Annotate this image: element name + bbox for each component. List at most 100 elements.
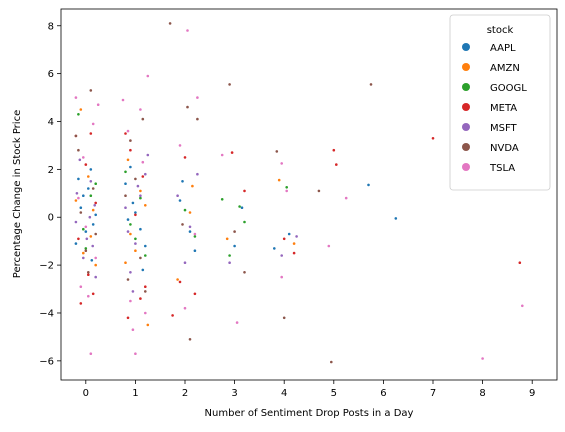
y-tick-label: 4 <box>48 117 54 128</box>
data-point <box>79 108 83 111</box>
data-point <box>89 132 93 135</box>
data-point <box>129 232 132 236</box>
data-point <box>317 189 321 193</box>
data-point <box>178 280 182 284</box>
data-point <box>295 235 298 238</box>
data-point <box>233 230 236 233</box>
data-point <box>94 213 97 217</box>
data-point <box>82 156 85 159</box>
data-point <box>82 194 85 197</box>
data-point <box>90 259 94 262</box>
data-point <box>131 201 135 205</box>
data-point <box>193 292 197 296</box>
legend-item-amzn: AMZN <box>462 63 520 74</box>
data-point <box>183 156 187 159</box>
legend-item-googl: GOOGL <box>462 83 527 94</box>
data-point <box>82 256 85 260</box>
data-point <box>367 183 370 187</box>
x-tick-label: 1 <box>132 388 138 399</box>
data-point <box>481 357 484 360</box>
data-point <box>238 205 241 208</box>
data-point <box>124 261 127 265</box>
data-point <box>139 189 142 193</box>
data-point <box>77 148 80 152</box>
data-point <box>243 271 246 274</box>
data-point <box>144 244 147 248</box>
x-tick-label: 2 <box>182 388 188 399</box>
data-point <box>94 232 97 236</box>
legend-label: NVDA <box>490 143 519 154</box>
legend-title: stock <box>487 25 514 36</box>
data-point <box>126 230 130 233</box>
data-point <box>220 153 224 157</box>
legend-item-nvda: NVDA <box>462 143 519 154</box>
data-point <box>84 163 88 166</box>
data-point <box>181 180 184 183</box>
data-point <box>230 151 234 154</box>
data-point <box>193 235 197 238</box>
data-point <box>74 199 78 202</box>
data-point <box>188 225 192 229</box>
y-tick-label: −6 <box>39 356 54 367</box>
data-point <box>74 242 78 245</box>
data-point <box>141 117 145 121</box>
data-point <box>84 225 88 229</box>
legend-entries: AAPL AMZN GOOGL META MSFT NVDA TSLA <box>462 43 527 174</box>
data-point <box>228 254 231 257</box>
data-point <box>129 271 132 274</box>
data-point <box>196 96 199 99</box>
data-point <box>144 254 147 257</box>
data-point <box>134 213 137 217</box>
plot-frame <box>60 8 558 381</box>
data-point <box>87 271 90 274</box>
legend-marker <box>462 143 470 151</box>
data-point <box>77 196 80 200</box>
y-tick-label: 0 <box>48 213 54 224</box>
legend-label: MSFT <box>490 123 518 134</box>
data-point <box>89 194 93 197</box>
legend-marker <box>462 123 470 131</box>
y-axis-label: Percentage Change in Stock Price <box>12 110 23 278</box>
legend-marker <box>462 63 470 71</box>
legend-marker <box>462 163 470 171</box>
data-point <box>89 180 93 183</box>
x-axis-ticks: 0 1 2 3 4 5 6 7 8 9 <box>83 380 535 399</box>
legend-item-tsla: TSLA <box>462 163 515 174</box>
data-point <box>134 237 137 241</box>
data-point <box>89 235 93 238</box>
data-point <box>129 139 132 142</box>
data-point <box>282 237 286 241</box>
data-point <box>139 196 142 200</box>
data-point <box>79 211 83 214</box>
series-nvda <box>74 22 373 364</box>
data-point <box>188 230 192 233</box>
data-point <box>88 215 92 219</box>
data-point <box>431 137 435 140</box>
legend: stock AAPL AMZN GOOGL META MSFT NVDA TSLA <box>449 14 551 191</box>
data-point <box>77 113 80 116</box>
data-point <box>178 199 182 202</box>
plot-area: 0 1 2 3 4 5 6 7 8 9 −6 −4 −2 0 2 4 6 8 <box>39 8 558 399</box>
x-tick-label: 0 <box>83 388 89 399</box>
series-tsla <box>74 29 524 360</box>
data-point <box>74 220 78 224</box>
data-point <box>168 22 172 25</box>
legend-box <box>449 14 551 191</box>
data-point <box>131 328 135 332</box>
data-point <box>94 275 97 279</box>
legend-label: META <box>490 103 517 114</box>
legend-label: AMZN <box>490 63 520 74</box>
y-axis-ticks: −6 −4 −2 0 2 4 6 8 <box>39 21 61 367</box>
data-point <box>193 249 197 252</box>
data-point <box>85 237 89 241</box>
data-point <box>183 306 187 310</box>
legend-item-aapl: AAPL <box>462 43 516 54</box>
data-point <box>518 261 522 265</box>
data-point <box>220 198 224 201</box>
data-point <box>292 242 296 245</box>
data-point <box>94 263 97 267</box>
data-point <box>126 278 130 281</box>
data-point <box>124 206 127 209</box>
data-point <box>285 189 289 193</box>
data-point <box>121 98 125 102</box>
